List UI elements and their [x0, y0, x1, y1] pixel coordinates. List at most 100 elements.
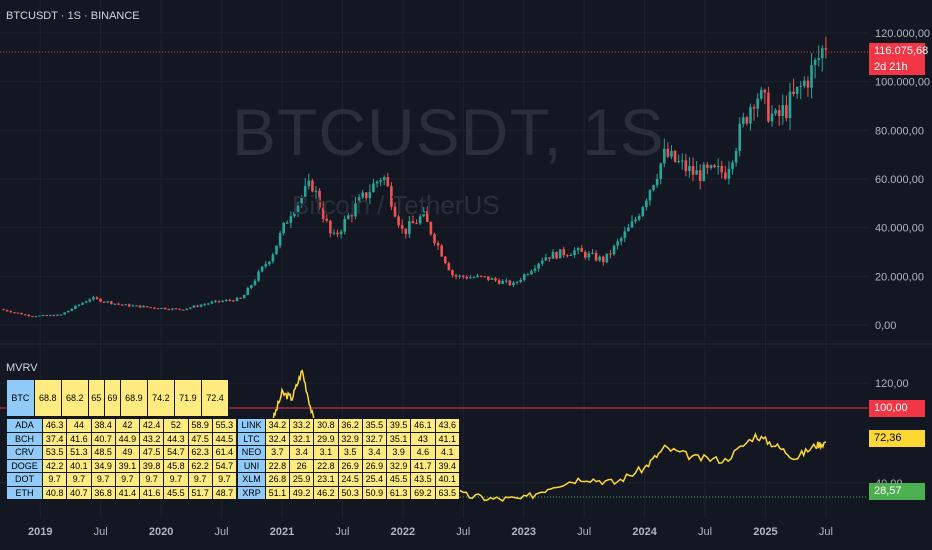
candle-body: [458, 275, 461, 277]
mvrv-line: [271, 369, 827, 503]
candle-body: [336, 232, 339, 235]
candle-body: [526, 274, 530, 276]
table-cell: 30.8: [313, 418, 339, 433]
candle-body: [325, 218, 329, 221]
candle-body: [806, 80, 810, 88]
table-cell: 32.9: [386, 458, 412, 473]
candle-body: [311, 180, 314, 192]
candle-body: [469, 277, 472, 279]
candle-body: [666, 148, 670, 157]
candle-body: [519, 280, 522, 282]
table-row: BCH 37.4 41.6 40.7 44.9 43.2 44.3 47.5 44.5 LTC 32…: [5, 431, 461, 446]
time-tick-label: 2025: [753, 526, 777, 538]
candle-body: [303, 186, 307, 197]
table-cell-name: DOT: [5, 472, 44, 487]
candle-body: [429, 221, 433, 235]
table-cell: 3.4: [361, 445, 388, 460]
candle-body: [296, 203, 300, 213]
time-tick-label: 2022: [391, 526, 415, 538]
table-cell: [235, 485, 239, 500]
chart-title[interactable]: BTCUSDT · 1S · BINANCE: [6, 10, 140, 22]
table-cell: 33.2: [289, 418, 315, 433]
candle-body: [573, 250, 576, 256]
price-tick-label: 120.000,00: [875, 28, 930, 40]
candle-body: [612, 245, 616, 255]
price-candles: [2, 36, 828, 318]
candle-body: [239, 297, 242, 299]
candle-body: [300, 196, 303, 204]
table-cell: 32.4: [264, 431, 291, 446]
table-cell: 34.9: [90, 458, 116, 473]
candle-body: [185, 308, 189, 310]
candle-body: [591, 252, 594, 254]
table-cell-name: LINK: [237, 418, 266, 433]
table-cell: 9.7: [114, 472, 141, 487]
candle-body: [397, 216, 400, 226]
last-price-tag: 116.075,68 2d 21h: [869, 43, 928, 75]
candle-body: [566, 255, 569, 257]
candle-body: [706, 164, 709, 168]
table-cell-name: LTC: [237, 431, 266, 446]
candle-body: [512, 282, 515, 286]
table-cell: 3.1: [313, 445, 339, 460]
table-cell: 9.7: [163, 472, 189, 487]
candle-body: [16, 312, 20, 314]
table-cell-name: XRP: [237, 485, 266, 500]
candle-body: [382, 177, 386, 181]
candle-body: [379, 180, 382, 182]
price-tick-label: 100.000,00: [875, 77, 930, 89]
candle-body: [257, 271, 260, 281]
candle-body: [293, 212, 296, 217]
candle-body: [472, 277, 476, 279]
candle-body: [698, 170, 702, 182]
table-row: BTC 68.8 68.2 65 69 68.9 74.2 71.9 72.4: [6, 379, 230, 417]
candle-body: [752, 107, 756, 109]
time-tick-label: Jul: [819, 526, 833, 538]
table-cell: 62.3: [187, 445, 213, 460]
candle-body: [260, 266, 264, 272]
price-axis[interactable]: 0,00 20.000,00 40.000,00 60.000,00 80.000,00…: [875, 28, 930, 332]
time-tick-label: 2020: [149, 526, 173, 538]
candle-body: [171, 308, 174, 310]
indicator-title[interactable]: MVRV: [6, 362, 38, 374]
candle-body: [59, 314, 63, 316]
table-cell: 61.4: [211, 445, 238, 460]
candle-body: [189, 307, 192, 309]
time-tick-label: Jul: [698, 526, 712, 538]
candle-body: [368, 192, 372, 199]
time-tick-label: Jul: [577, 526, 591, 538]
table-cell: 36.8: [90, 485, 116, 500]
candle-body: [418, 216, 422, 224]
table-cell: 4.1: [434, 445, 461, 460]
table-cell: 42: [114, 418, 141, 433]
table-cell: 53.5: [42, 445, 68, 460]
candle-body: [558, 249, 562, 259]
price-tick-label: 60.000,00: [875, 174, 924, 186]
candle-body: [713, 165, 716, 168]
table-cell: 3.5: [337, 445, 363, 460]
candle-body: [282, 222, 285, 234]
candle-body: [770, 113, 774, 122]
candle-body: [354, 203, 357, 217]
table-cell-name: CRV: [5, 445, 44, 460]
time-axis[interactable]: 2019 Jul 2020 Jul 2021 Jul 2022 Jul 2023 Jul 2024 J…: [28, 526, 833, 538]
table-cell: 44.9: [114, 431, 141, 446]
table-cell: [235, 472, 239, 487]
table-cell: 68.8: [33, 379, 62, 417]
candle-body: [199, 304, 203, 307]
candle-body: [390, 186, 393, 207]
candle-body: [781, 105, 785, 116]
table-cell: 35.5: [361, 418, 388, 433]
table-cell: 50.3: [337, 485, 363, 500]
candle-body: [820, 48, 824, 59]
candle-body: [433, 234, 436, 244]
candle-body: [641, 207, 645, 217]
candle-body: [81, 302, 84, 305]
candle-body: [634, 219, 637, 222]
table-cell: [235, 431, 239, 446]
candle-body: [451, 270, 454, 276]
table-cell: 46.1: [410, 418, 436, 433]
candle-body: [181, 309, 185, 311]
time-tick-label: 2023: [511, 526, 535, 538]
